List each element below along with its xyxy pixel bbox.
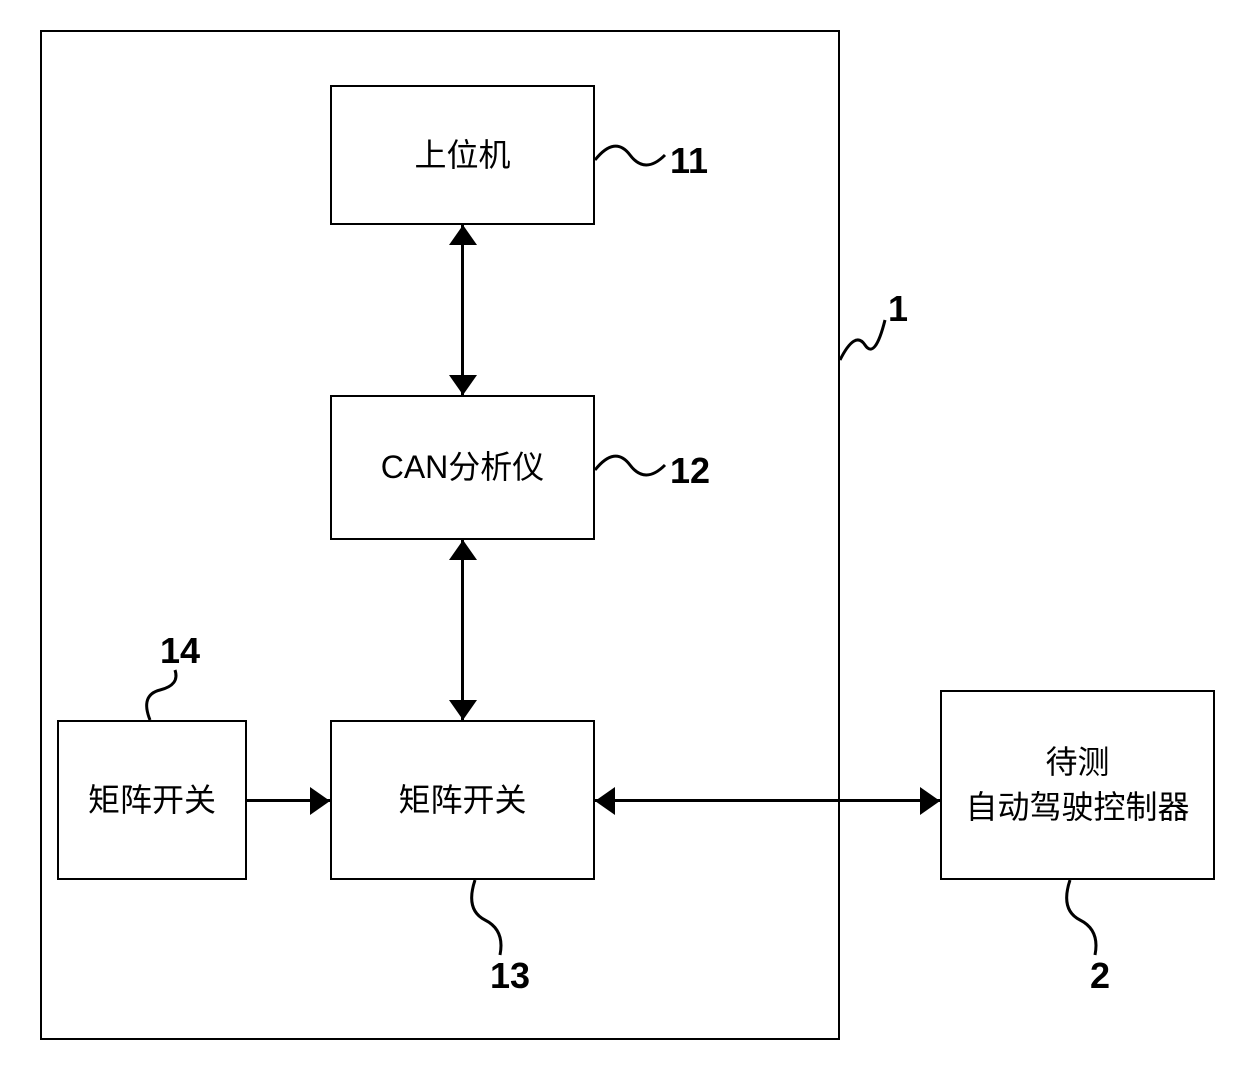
leader-14 [140,670,190,725]
arrow-right-icon [920,787,940,815]
label-2: 2 [1090,955,1110,997]
label-13: 13 [490,955,530,997]
label-12: 12 [670,450,710,492]
label-14: 14 [160,630,200,672]
node-matrix-switch-center: 矩阵开关 [330,720,595,880]
diagram-container: 上位机 CAN分析仪 矩阵开关 矩阵开关 待测 自动驾驶控制器 [0,0,1240,1068]
label-11: 11 [670,140,708,182]
leader-11 [595,140,670,180]
leader-13 [470,880,520,960]
edge-matrix-to-dut [595,799,940,802]
leader-2 [1065,880,1115,960]
node-matrix-switch-center-label: 矩阵开关 [398,778,526,823]
leader-1 [840,310,890,370]
arrow-down-icon [449,375,477,395]
node-host-computer-label: 上位机 [414,133,510,178]
leader-12 [595,450,670,490]
node-can-analyzer-label: CAN分析仪 [381,445,545,490]
node-dut-controller-label: 待测 自动驾驶控制器 [965,740,1189,830]
arrow-down-icon [449,700,477,720]
node-matrix-switch-left: 矩阵开关 [57,720,247,880]
node-dut-controller: 待测 自动驾驶控制器 [940,690,1215,880]
arrow-up-icon [449,540,477,560]
edge-host-to-can [461,225,464,395]
node-matrix-switch-left-label: 矩阵开关 [88,778,216,823]
node-host-computer: 上位机 [330,85,595,225]
arrow-up-icon [449,225,477,245]
label-1: 1 [888,288,908,330]
edge-can-to-matrix [461,540,464,720]
arrow-left-icon [595,787,615,815]
node-can-analyzer: CAN分析仪 [330,395,595,540]
arrow-right-icon [310,787,330,815]
